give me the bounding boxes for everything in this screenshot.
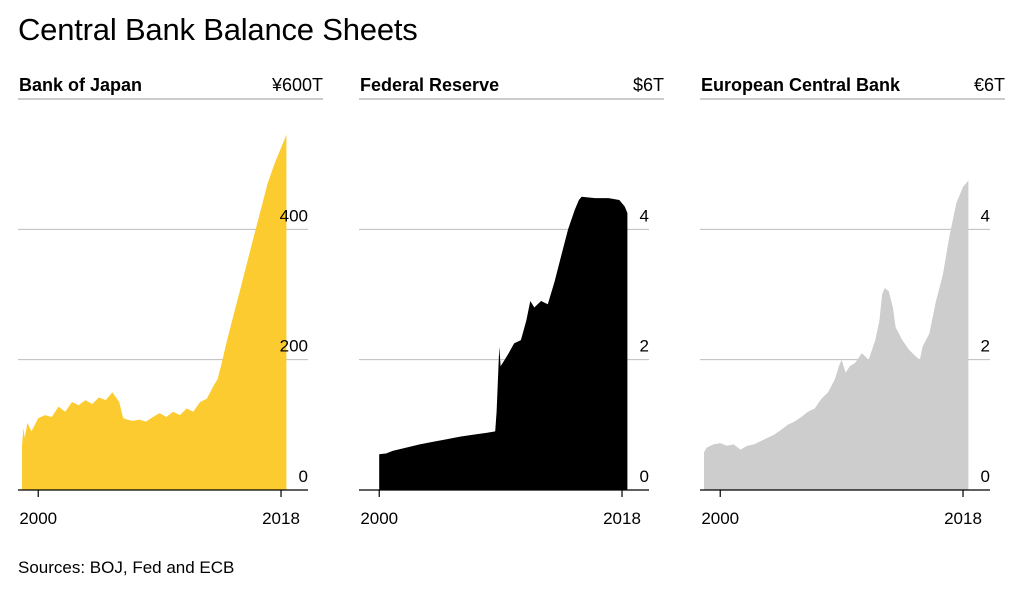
area-series xyxy=(704,180,969,490)
unit-label: €6T xyxy=(974,75,1005,95)
y-tick-label: 4 xyxy=(981,206,990,225)
x-tick-label: 2018 xyxy=(944,509,982,528)
y-tick-labels: 0 2 4 xyxy=(640,206,649,486)
panel-ecb: European Central Bank €6T 0 2 4 2000 2018 xyxy=(700,75,1005,528)
area-series xyxy=(22,134,287,491)
unit-label: ¥600T xyxy=(271,75,323,95)
y-tick-label: 0 xyxy=(299,467,308,486)
y-tick-label: 0 xyxy=(640,467,649,486)
x-tick-label: 2000 xyxy=(701,509,739,528)
y-tick-label: 0 xyxy=(981,467,990,486)
page-title: Central Bank Balance Sheets xyxy=(18,12,418,47)
x-tick-label: 2018 xyxy=(262,509,300,528)
panel-title: Federal Reserve xyxy=(360,75,499,95)
y-tick-labels: 0 2 4 xyxy=(981,206,990,486)
y-tick-label: 400 xyxy=(280,206,308,225)
panel-fed: Federal Reserve $6T 0 2 4 2000 2018 xyxy=(359,75,664,528)
panel-boj: Bank of Japan ¥600T 0 200 400 2000 2018 xyxy=(18,75,323,528)
y-tick-label: 2 xyxy=(640,337,649,356)
x-tick-label: 2000 xyxy=(19,509,57,528)
y-tick-labels: 0 200 400 xyxy=(280,206,308,486)
unit-label: $6T xyxy=(633,75,664,95)
panel-title: Bank of Japan xyxy=(19,75,142,95)
panel-title: European Central Bank xyxy=(701,75,901,95)
area-series xyxy=(379,196,628,491)
x-ticks: 2000 2018 xyxy=(360,490,641,528)
y-tick-label: 2 xyxy=(981,337,990,356)
x-ticks: 2000 2018 xyxy=(19,490,300,528)
source-note: Sources: BOJ, Fed and ECB xyxy=(18,558,235,577)
x-tick-label: 2018 xyxy=(603,509,641,528)
x-ticks: 2000 2018 xyxy=(701,490,982,528)
x-tick-label: 2000 xyxy=(360,509,398,528)
y-tick-label: 200 xyxy=(280,337,308,356)
y-tick-label: 4 xyxy=(640,206,649,225)
